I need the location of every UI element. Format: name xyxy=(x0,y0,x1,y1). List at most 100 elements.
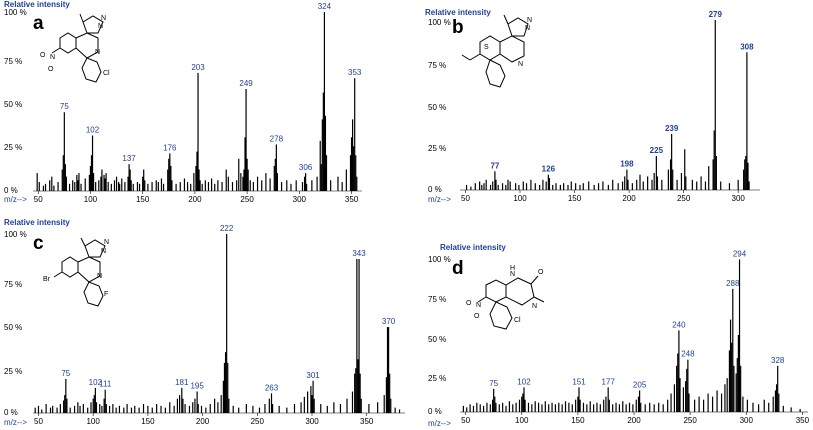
svg-text:N: N xyxy=(518,61,523,68)
panel-c-ytick-25: 25 % xyxy=(4,367,22,376)
svg-text:N: N xyxy=(101,15,106,22)
panel-d-peak-label: 328 xyxy=(771,356,785,365)
svg-text:N: N xyxy=(476,302,481,309)
panel-c-peak-label: 263 xyxy=(265,383,279,392)
panel-a-xtick-label: 50 xyxy=(34,195,43,204)
panel-b-peak-label: 308 xyxy=(740,42,754,51)
panel-b-xtick-label: 250 xyxy=(677,194,691,203)
panel-c-ticks: 50 100 150 200 250 300 350 xyxy=(34,413,374,426)
panel-d-peak-label: 102 xyxy=(517,377,531,386)
panel-b-bars xyxy=(465,20,750,190)
panel-c-ytick-0: 0 % xyxy=(4,408,18,417)
panel-c-peak-label: 222 xyxy=(220,224,234,233)
panel-b-peak-labels: 77 126 198 225 239 279 308 xyxy=(490,10,754,174)
panel-a-peak-label: 278 xyxy=(270,134,284,143)
panel-d-xtick-label: 350 xyxy=(796,416,810,425)
panel-c-peak-label: 301 xyxy=(306,371,320,380)
svg-text:N: N xyxy=(525,25,530,32)
panel-d-ytick-100: 100 % xyxy=(428,255,451,264)
panel-d-peak-label: 75 xyxy=(489,379,498,388)
panel-c-peak-label: 111 xyxy=(99,380,112,389)
panel-a-ytick-75: 75 % xyxy=(4,57,22,66)
svg-text:Cl: Cl xyxy=(514,317,521,324)
panel-a-xaxis-title: m/z--> xyxy=(4,195,27,204)
panel-a-peak-label: 102 xyxy=(86,126,100,135)
panel-d-xtick-label: 100 xyxy=(515,416,529,425)
panel-a-xtick-label: 350 xyxy=(345,195,359,204)
panel-c-peak-label: 195 xyxy=(190,382,204,391)
panel-a-structure-image: N N N O N O Cl xyxy=(40,13,110,83)
panel-a-peak-label: 75 xyxy=(60,102,69,111)
panel-a-ticks: 50 100 150 200 250 300 350 xyxy=(34,191,359,204)
panel-b-xtick-label: 50 xyxy=(461,194,470,203)
svg-text:N: N xyxy=(98,23,103,30)
svg-text:F: F xyxy=(104,291,108,298)
panel-d-structure-image: N H O N O N O Cl xyxy=(466,265,545,330)
panel-d-xtick-label: 200 xyxy=(627,416,641,425)
svg-text:N: N xyxy=(97,273,102,280)
svg-text:N: N xyxy=(527,17,532,24)
panel-d-xtick-label: 50 xyxy=(461,416,470,425)
panel-d-ticks: 50 100 150 200 250 300 350 xyxy=(461,412,810,425)
panel-b-xaxis-title: m/z--> xyxy=(428,195,451,204)
svg-text:O: O xyxy=(466,300,472,307)
panel-c-peak-label: 343 xyxy=(352,249,366,258)
panel-b: Relative intensity 100 % 75 % 50 % 25 % … xyxy=(425,8,760,204)
panel-b-structure-image: S N N N xyxy=(461,14,532,88)
panel-a-ytick-100: 100 % xyxy=(4,8,27,17)
panel-d-peak-label: 151 xyxy=(572,377,586,386)
svg-text:O: O xyxy=(538,269,544,276)
panel-c-ytick-100: 100 % xyxy=(4,230,27,239)
panel-c-xtick-label: 200 xyxy=(196,417,210,426)
panel-b-ytick-50: 50 % xyxy=(428,103,446,112)
panel-a-peak-label: 324 xyxy=(318,2,332,11)
panel-d-ytick-25: 25 % xyxy=(428,374,446,383)
panel-d-peak-labels: 75 102 151 177 205 240 248 288 294 328 xyxy=(489,250,785,390)
panel-a-peak-label: 137 xyxy=(122,154,136,163)
panel-d-ytick-0: 0 % xyxy=(428,407,442,416)
panel-c-yaxis-title: Relative intensity xyxy=(4,218,70,227)
panel-b-ytick-0: 0 % xyxy=(428,185,442,194)
panel-d-peak-label: 240 xyxy=(672,320,686,329)
panel-c-xtick-label: 50 xyxy=(34,417,43,426)
panel-c-peak-label: 181 xyxy=(175,378,189,387)
panel-a-peak-label: 353 xyxy=(348,68,362,77)
svg-text:N: N xyxy=(95,49,100,56)
panel-a: Relative intensity 100 % 75 % 50 % 25 % … xyxy=(4,0,362,204)
panel-d-yaxis-title: Relative intensity xyxy=(440,243,506,252)
panel-b-yaxis-title: Relative intensity xyxy=(425,8,491,17)
panel-b-xtick-label: 300 xyxy=(732,194,746,203)
panel-a-letter: a xyxy=(33,13,44,34)
panel-d-peak-label: 288 xyxy=(726,279,740,288)
panel-c-bars xyxy=(34,234,401,413)
svg-text:Cl: Cl xyxy=(103,70,110,77)
panel-a-peak-label: 249 xyxy=(239,79,253,88)
panel-b-peak-label: 126 xyxy=(542,165,556,174)
panel-b-xtick-label: 100 xyxy=(513,194,527,203)
panel-b-xtick-label: 200 xyxy=(622,194,636,203)
panel-a-peak-labels: 75 102 137 176 203 249 278 306 324 353 xyxy=(60,2,362,172)
panel-d-bars xyxy=(462,259,801,412)
panel-a-yaxis-title: Relative intensity xyxy=(4,0,70,9)
svg-text:N: N xyxy=(50,54,55,61)
svg-text:O: O xyxy=(48,66,54,73)
panel-c: Relative intensity 100 % 75 % 50 % 25 % … xyxy=(4,218,405,427)
svg-text:H: H xyxy=(510,265,515,272)
panel-a-ytick-50: 50 % xyxy=(4,100,22,109)
panel-c-xtick-label: 250 xyxy=(251,417,265,426)
panel-a-ytick-25: 25 % xyxy=(4,143,22,152)
panel-c-xtick-label: 150 xyxy=(141,417,155,426)
panel-c-peak-label: 370 xyxy=(382,317,396,326)
panel-d-ytick-50: 50 % xyxy=(428,335,446,344)
panel-d-peak-label: 294 xyxy=(733,250,747,259)
panel-a-xtick-label: 100 xyxy=(84,195,98,204)
panel-b-peak-label: 225 xyxy=(650,146,664,155)
panel-d-peak-label: 177 xyxy=(602,377,616,386)
svg-text:S: S xyxy=(484,44,489,51)
panel-b-xtick-label: 150 xyxy=(568,194,582,203)
svg-text:O: O xyxy=(474,313,480,320)
panel-c-ytick-50: 50 % xyxy=(4,323,22,332)
panel-a-xtick-label: 150 xyxy=(136,195,150,204)
